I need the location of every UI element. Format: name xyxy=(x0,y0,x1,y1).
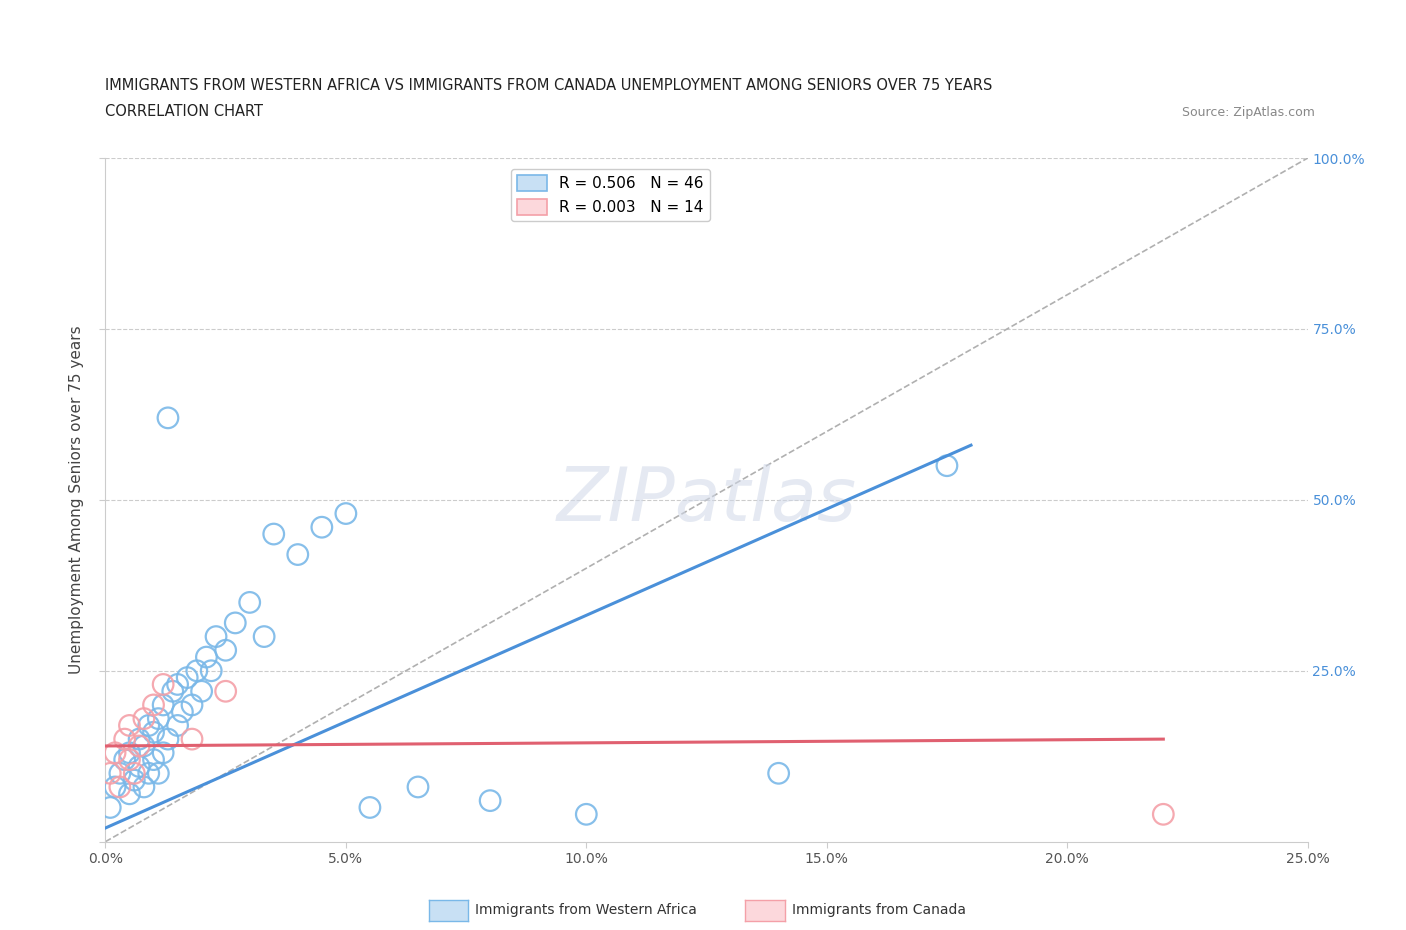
Point xyxy=(214,684,236,698)
Text: Immigrants from Canada: Immigrants from Canada xyxy=(792,903,966,918)
Point xyxy=(224,616,246,631)
Point xyxy=(263,526,285,541)
Point xyxy=(138,718,160,733)
Point xyxy=(132,738,155,753)
Point xyxy=(128,759,150,774)
Point xyxy=(142,752,165,767)
Point xyxy=(156,410,179,425)
Point xyxy=(118,745,141,760)
Point xyxy=(172,704,194,719)
Point xyxy=(1152,807,1174,822)
Point xyxy=(214,643,236,658)
Point xyxy=(195,650,218,665)
Point xyxy=(181,698,204,712)
Y-axis label: Unemployment Among Seniors over 75 years: Unemployment Among Seniors over 75 years xyxy=(69,326,84,674)
Point xyxy=(132,711,155,726)
Point xyxy=(152,698,174,712)
Point xyxy=(132,779,155,794)
Point xyxy=(479,793,502,808)
Point xyxy=(166,718,188,733)
Point xyxy=(311,520,333,535)
Point xyxy=(128,738,150,753)
Point xyxy=(104,745,127,760)
Point xyxy=(575,807,598,822)
Point xyxy=(156,732,179,747)
Text: ZIPatlas: ZIPatlas xyxy=(557,464,856,536)
Point xyxy=(108,779,131,794)
Point xyxy=(166,677,188,692)
Point xyxy=(253,630,276,644)
Point xyxy=(108,766,131,781)
Point xyxy=(138,766,160,781)
Point xyxy=(186,663,208,678)
Point xyxy=(406,779,429,794)
Point xyxy=(98,766,121,781)
Point xyxy=(142,724,165,739)
Point xyxy=(152,677,174,692)
Point xyxy=(287,547,309,562)
Point xyxy=(114,732,136,747)
Legend: R = 0.506   N = 46, R = 0.003   N = 14: R = 0.506 N = 46, R = 0.003 N = 14 xyxy=(510,169,710,221)
Point xyxy=(335,506,357,521)
Point xyxy=(239,595,262,610)
Point xyxy=(181,732,204,747)
Point xyxy=(936,458,959,473)
Point xyxy=(128,732,150,747)
Text: IMMIGRANTS FROM WESTERN AFRICA VS IMMIGRANTS FROM CANADA UNEMPLOYMENT AMONG SENI: IMMIGRANTS FROM WESTERN AFRICA VS IMMIGR… xyxy=(105,78,993,93)
Point xyxy=(148,766,170,781)
Point xyxy=(190,684,212,698)
Point xyxy=(142,698,165,712)
Point xyxy=(104,779,127,794)
Point xyxy=(152,745,174,760)
Point xyxy=(124,766,146,781)
Point xyxy=(768,766,790,781)
Text: CORRELATION CHART: CORRELATION CHART xyxy=(105,104,263,119)
Text: Immigrants from Western Africa: Immigrants from Western Africa xyxy=(475,903,697,918)
Point xyxy=(118,787,141,802)
Point xyxy=(205,630,228,644)
Point xyxy=(98,800,121,815)
Text: Source: ZipAtlas.com: Source: ZipAtlas.com xyxy=(1181,106,1315,119)
Point xyxy=(176,671,198,685)
Point xyxy=(124,773,146,788)
Point xyxy=(162,684,184,698)
Point xyxy=(200,663,222,678)
Point xyxy=(118,718,141,733)
Point xyxy=(118,752,141,767)
Point xyxy=(359,800,381,815)
Point xyxy=(148,711,170,726)
Point xyxy=(114,752,136,767)
